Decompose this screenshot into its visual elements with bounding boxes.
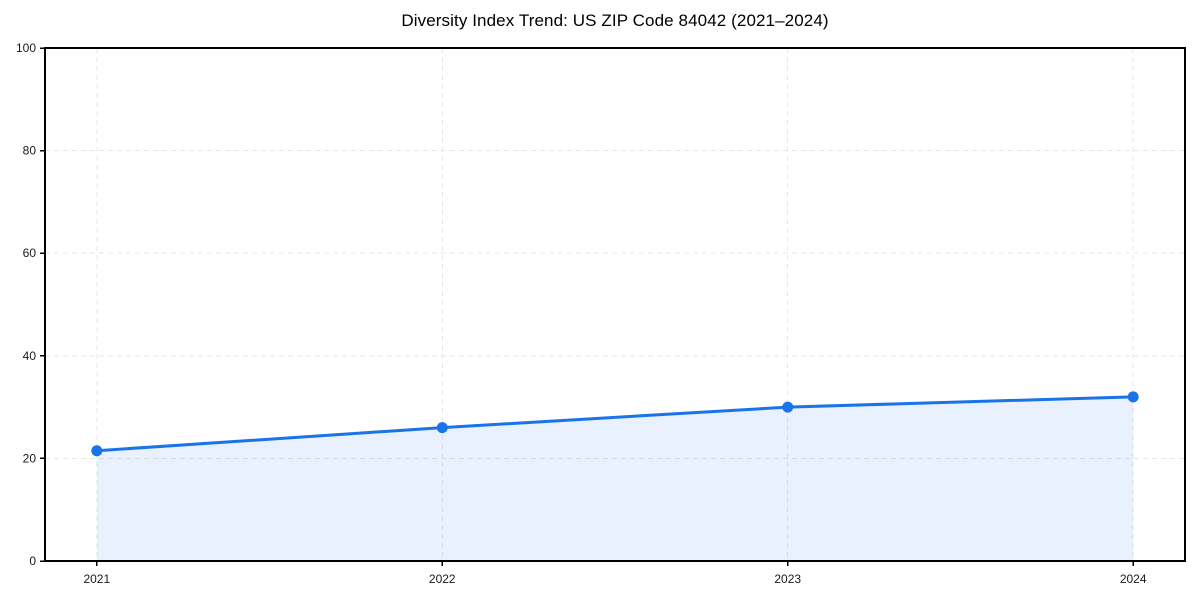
chart-title: Diversity Index Trend: US ZIP Code 84042… — [401, 11, 829, 30]
data-point-marker — [782, 401, 794, 413]
trend-line — [95, 395, 1135, 453]
area-fill — [96, 396, 1134, 561]
y-tick-label: 40 — [23, 349, 37, 363]
y-tick-label: 20 — [23, 451, 37, 465]
data-point-marker — [436, 422, 448, 434]
x-tick-label: 2022 — [429, 572, 456, 586]
y-tick-label: 0 — [29, 554, 36, 568]
x-tick-label: 2024 — [1120, 572, 1147, 586]
x-tick-label: 2023 — [774, 572, 801, 586]
y-tick-label: 60 — [23, 246, 37, 260]
x-tick-label: 2021 — [83, 572, 110, 586]
data-point-marker — [91, 445, 103, 457]
y-tick-label: 80 — [23, 144, 37, 158]
y-tick-label: 100 — [16, 41, 36, 55]
axes-spines — [44, 47, 1186, 562]
data-point-marker — [1127, 391, 1139, 403]
